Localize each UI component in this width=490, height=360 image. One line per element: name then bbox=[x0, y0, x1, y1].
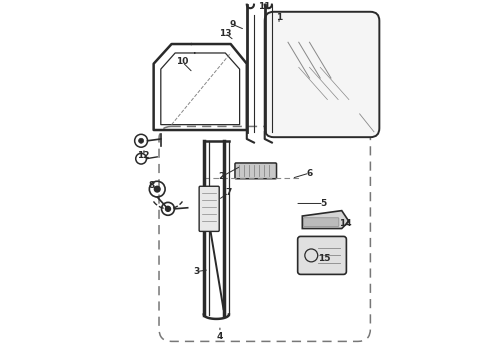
Text: 1: 1 bbox=[276, 13, 282, 22]
FancyBboxPatch shape bbox=[265, 12, 379, 137]
Text: 6: 6 bbox=[306, 168, 313, 177]
FancyBboxPatch shape bbox=[297, 237, 346, 274]
FancyBboxPatch shape bbox=[199, 186, 219, 231]
Text: 7: 7 bbox=[226, 188, 232, 197]
Text: 3: 3 bbox=[194, 267, 200, 276]
Text: 15: 15 bbox=[318, 255, 330, 264]
Text: 2: 2 bbox=[219, 172, 225, 181]
Text: 9: 9 bbox=[229, 20, 236, 29]
Circle shape bbox=[139, 138, 144, 143]
FancyBboxPatch shape bbox=[303, 218, 339, 226]
Circle shape bbox=[166, 206, 171, 211]
FancyBboxPatch shape bbox=[235, 163, 276, 179]
Text: 12: 12 bbox=[137, 150, 149, 159]
Text: 11: 11 bbox=[258, 2, 271, 11]
Text: 13: 13 bbox=[219, 29, 232, 38]
Text: 5: 5 bbox=[320, 199, 327, 208]
Text: 14: 14 bbox=[339, 219, 352, 228]
Circle shape bbox=[154, 186, 160, 192]
Text: 4: 4 bbox=[217, 332, 223, 341]
Polygon shape bbox=[302, 211, 349, 229]
Text: 8: 8 bbox=[149, 181, 155, 190]
Text: 10: 10 bbox=[176, 58, 189, 67]
